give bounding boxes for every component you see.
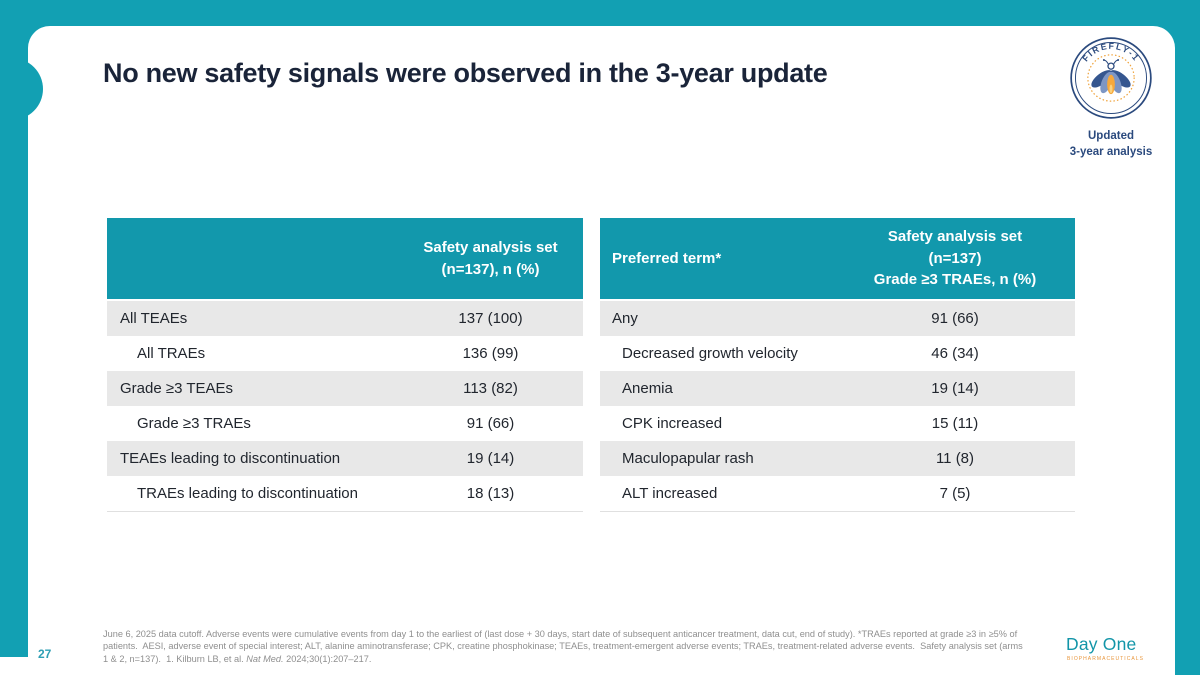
footnote: June 6, 2025 data cutoff. Adverse events… — [103, 628, 1023, 665]
table-row: Maculopapular rash 11 (8) — [600, 441, 1075, 476]
row-label: TEAEs leading to discontinuation — [120, 450, 341, 467]
page-number: 27 — [38, 647, 52, 661]
table-row: Any 91 (66) — [600, 301, 1075, 336]
day-one-wordmark: Day One — [1066, 634, 1137, 654]
left-bar-end-cap — [0, 657, 28, 675]
row-label: ALT increased — [622, 485, 718, 502]
preferred-term-table-header: Preferred term* Safety analysis set (n=1… — [600, 218, 1075, 301]
preferred-term-table-body: Any 91 (66) Decreased growth velocity 46 (3… — [600, 301, 1075, 511]
row-label: Decreased growth velocity — [622, 345, 798, 362]
day-one-sub-wordmark: BIOPHARMACEUTICALS — [1067, 656, 1144, 662]
footnote-line3: 1 & 2, n=137). 1. Kilburn LB, et al. Nat… — [103, 653, 372, 664]
row-label: All TRAEs — [137, 345, 206, 362]
journal-name: Nat Med. — [246, 653, 284, 664]
row-label: Any — [612, 310, 638, 327]
row-label: TRAEs leading to discontinuation — [137, 485, 358, 502]
row-value: 91 (66) — [466, 415, 515, 432]
table-row: Grade ≥3 TEAEs 113 (82) — [107, 371, 583, 406]
table-row: All TEAEs 137 (100) — [107, 301, 583, 336]
table-row: TRAEs leading to discontinuation 18 (13) — [107, 476, 583, 511]
table-row: CPK increased 15 (11) — [600, 406, 1075, 441]
row-value: 91 (66) — [931, 310, 979, 327]
header-empty-cell — [107, 218, 398, 299]
slide-canvas: No new safety signals were observed in t… — [28, 26, 1175, 675]
header-preferred-term: Preferred term* — [612, 250, 722, 267]
row-label: Anemia — [622, 380, 673, 397]
firefly-badge: FIREFLY-1 Updated 3-year analysis — [1060, 36, 1162, 160]
header-safety-analysis-set: Safety analysis set (n=137), n (%) — [423, 238, 558, 278]
header-grade3-traes: Safety analysis set (n=137) Grade ≥3 TRA… — [873, 227, 1037, 289]
teae-summary-table: Safety analysis set (n=137), n (%) All T… — [107, 218, 583, 512]
table-row: All TRAEs 136 (99) — [107, 336, 583, 371]
badge-caption-line1: Updated — [1088, 130, 1134, 142]
teae-summary-table-body: All TEAEs 137 (100) All TRAEs 136 (99) Grade… — [107, 301, 583, 511]
firefly-1-seal-icon: FIREFLY-1 — [1070, 37, 1152, 119]
row-label: CPK increased — [622, 415, 723, 432]
row-label: Grade ≥3 TRAEs — [137, 415, 251, 432]
row-value: 136 (99) — [462, 345, 519, 362]
table-row: TEAEs leading to discontinuation 19 (14) — [107, 441, 583, 476]
badge-caption: Updated 3-year analysis — [1060, 129, 1162, 160]
row-value: 11 (8) — [935, 450, 975, 467]
footnote-line1: June 6, 2025 data cutoff. Adverse events… — [103, 629, 1018, 639]
row-label: All TEAEs — [120, 310, 188, 327]
row-label: Maculopapular rash — [622, 450, 754, 467]
footnote-line2: patients. AESI, adverse event of special… — [103, 641, 1023, 652]
slide-title: No new safety signals were observed in t… — [103, 58, 828, 88]
row-value: 137 (100) — [458, 310, 523, 327]
day-one-logo: Day One BIOPHARMACEUTICALS — [1066, 634, 1158, 662]
table-row: Anemia 19 (14) — [600, 371, 1075, 406]
preferred-term-table: Preferred term* Safety analysis set (n=1… — [600, 218, 1075, 512]
teae-summary-table-header: Safety analysis set (n=137), n (%) — [107, 218, 583, 301]
row-value: 18 (13) — [466, 485, 515, 502]
row-value: 19 (14) — [466, 450, 515, 467]
row-value: 7 (5) — [939, 485, 971, 502]
row-value: 19 (14) — [931, 380, 979, 397]
row-value: 46 (34) — [931, 345, 979, 362]
row-label: Grade ≥3 TEAEs — [120, 380, 234, 397]
table-row: ALT increased 7 (5) — [600, 476, 1075, 511]
table-row: Decreased growth velocity 46 (34) — [600, 336, 1075, 371]
badge-caption-line2: 3-year analysis — [1069, 145, 1153, 158]
table-row: Grade ≥3 TRAEs 91 (66) — [107, 406, 583, 441]
row-value: 15 (11) — [931, 415, 979, 432]
row-value: 113 (82) — [463, 380, 518, 397]
